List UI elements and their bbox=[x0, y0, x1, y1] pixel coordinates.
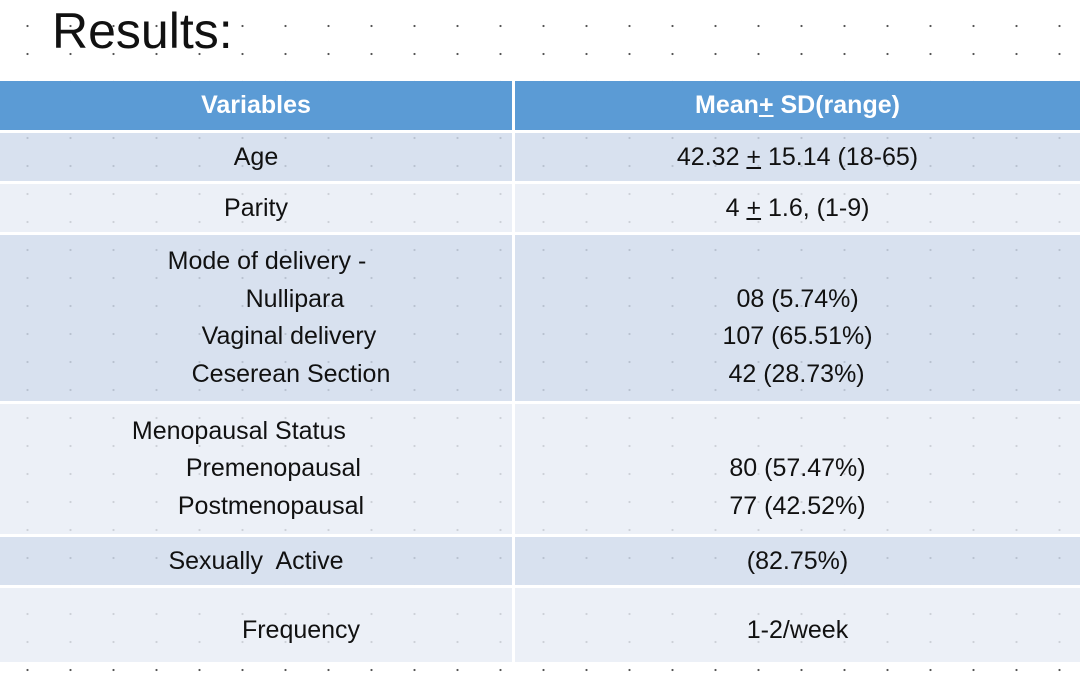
group-item-label: Ceserean Section bbox=[191, 359, 391, 388]
table-header-row: Variables Mean+ SD(range) bbox=[0, 81, 1080, 133]
variable-cell: Mode of delivery - Nullipara Vaginal del… bbox=[0, 233, 515, 404]
group-item-label: Postmenopausal bbox=[177, 491, 365, 520]
table-row: Mode of delivery - Nullipara Vaginal del… bbox=[0, 233, 1080, 404]
page-title: Results: bbox=[52, 3, 233, 59]
value-cell: (82.75%) bbox=[513, 535, 1080, 588]
header-mean-suffix: SD(range) bbox=[773, 91, 900, 119]
group-heading: Menopausal Status bbox=[131, 416, 346, 445]
variable-cell: Sexually Active bbox=[0, 535, 515, 588]
group-item-label: Vaginal delivery bbox=[201, 322, 377, 350]
value-cell: 1-2/week bbox=[513, 586, 1080, 665]
header-mean-prefix: Mean bbox=[695, 91, 759, 119]
group-item-value: 80 (57.47%) bbox=[729, 454, 866, 483]
group-heading: Mode of delivery - bbox=[167, 247, 367, 275]
value-cell: 80 (57.47%) 77 (42.52%) bbox=[513, 402, 1080, 537]
header-variables: Variables bbox=[0, 81, 515, 133]
value-cell: 4 + 1.6, (1-9) bbox=[513, 182, 1080, 235]
variable-cell: Age bbox=[0, 131, 515, 184]
header-plus-minus: + bbox=[758, 91, 774, 119]
variable-cell: Frequency bbox=[0, 586, 515, 665]
value-cell: 08 (5.74%) 107 (65.51%) 42 (28.73%) bbox=[513, 233, 1080, 404]
table-row: Parity 4 + 1.6, (1-9) bbox=[0, 182, 1080, 235]
variable-cell: Menopausal Status Premenopausal Postmeno… bbox=[0, 402, 515, 537]
value-cell: 42.32 + 15.14 (18-65) bbox=[513, 131, 1080, 184]
group-item-value: 77 (42.52%) bbox=[729, 491, 866, 520]
variable-cell: Parity bbox=[0, 182, 515, 235]
header-mean-sd-range: Mean+ SD(range) bbox=[513, 81, 1080, 133]
group-item-value: 42 (28.73%) bbox=[728, 359, 865, 388]
results-table: Variables Mean+ SD(range) Age 42.32 + 15… bbox=[0, 81, 1080, 665]
group-item-label: Premenopausal bbox=[185, 454, 361, 483]
table-row: Age 42.32 + 15.14 (18-65) bbox=[0, 131, 1080, 184]
table-row: Sexually Active (82.75%) bbox=[0, 535, 1080, 588]
group-item-value: 107 (65.51%) bbox=[722, 322, 873, 350]
group-item-label: Nullipara bbox=[245, 284, 345, 313]
group-item-value: 08 (5.74%) bbox=[736, 284, 859, 313]
table-row: Frequency 1-2/week bbox=[0, 586, 1080, 665]
table-row: Menopausal Status Premenopausal Postmeno… bbox=[0, 402, 1080, 537]
